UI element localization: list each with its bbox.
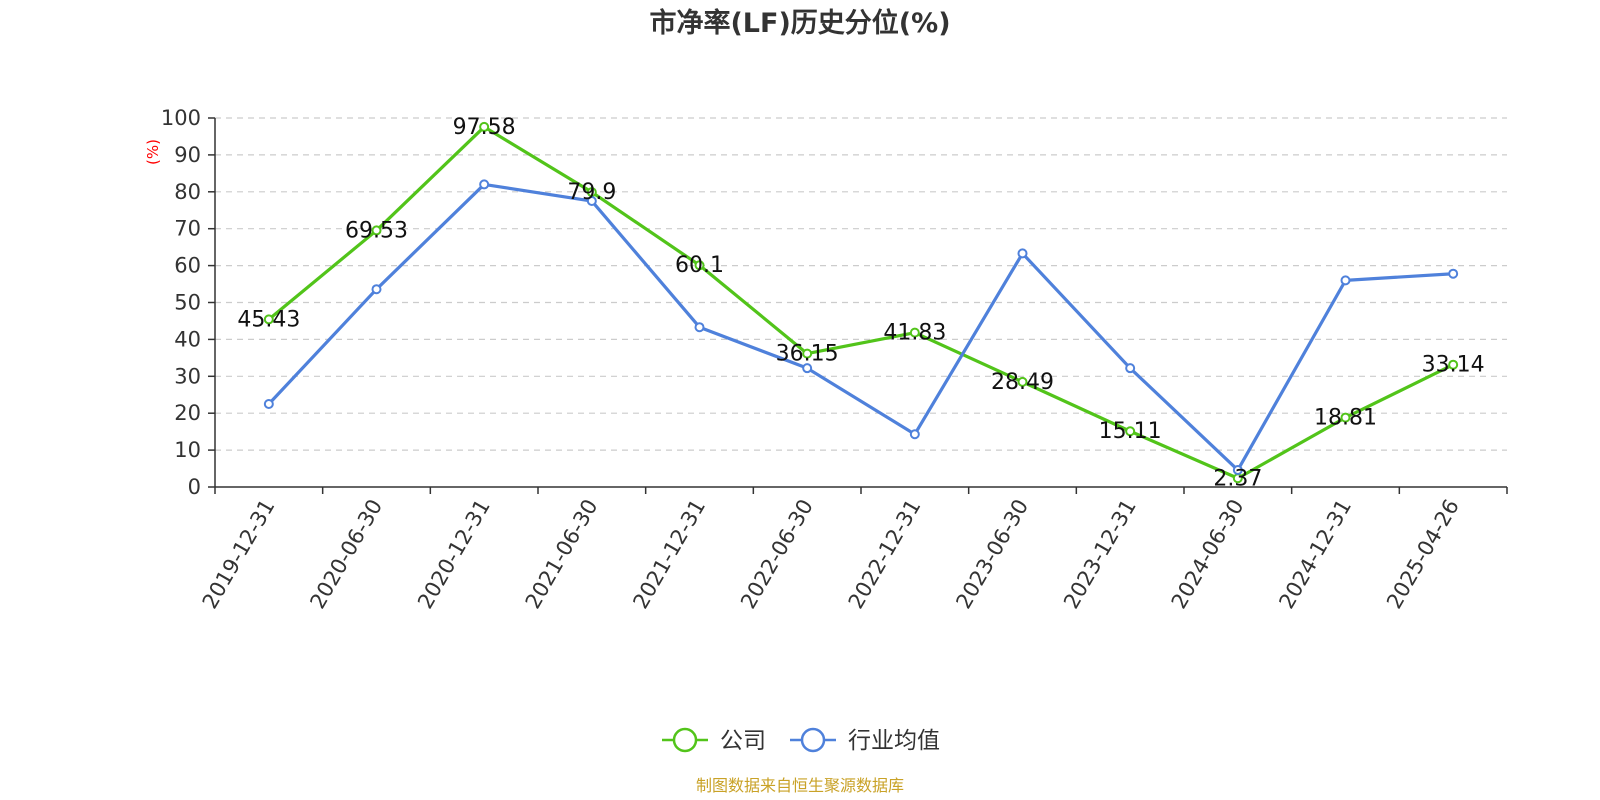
x-tick-label: 2021-06-30	[521, 495, 603, 613]
data-point[interactable]	[1125, 426, 1136, 437]
series-layer	[263, 121, 1459, 484]
data-label: 79.9	[567, 180, 616, 205]
y-tick-label: 0	[188, 475, 201, 499]
data-point[interactable]	[479, 179, 490, 190]
y-axis-ticks: 0 10 20 30 40 50 60 70 80 90 100	[161, 106, 215, 499]
y-tick-label: 80	[174, 180, 201, 204]
data-point[interactable]	[1340, 412, 1351, 423]
x-tick-label: 2019-12-31	[198, 495, 280, 613]
data-point[interactable]	[1232, 465, 1243, 476]
legend-label: 行业均值	[848, 728, 940, 754]
legend-marker	[800, 727, 826, 753]
data-label: 33.14	[1422, 353, 1485, 378]
x-axis-ticks: 2019-12-31 2020-06-30 2020-12-31 2021-06-30…	[198, 487, 1508, 613]
y-tick-label: 60	[174, 254, 201, 278]
data-label: 69.53	[345, 218, 408, 243]
x-tick-label: 2024-12-31	[1274, 495, 1356, 613]
data-label: 15.11	[1099, 419, 1162, 444]
data-point[interactable]	[1017, 376, 1028, 387]
data-point[interactable]	[1448, 268, 1459, 279]
x-tick-label: 2020-12-31	[413, 495, 495, 613]
legend-marker	[672, 727, 698, 753]
data-point[interactable]	[1448, 359, 1459, 370]
data-point[interactable]	[371, 284, 382, 295]
data-point[interactable]	[694, 260, 705, 271]
axes	[214, 118, 1507, 488]
y-axis-label: (%)	[144, 139, 162, 165]
x-tick-label: 2023-12-31	[1059, 495, 1141, 613]
data-point[interactable]	[909, 429, 920, 440]
series-line-1	[267, 182, 1454, 472]
data-point[interactable]	[802, 348, 813, 359]
data-label: 36.15	[776, 342, 839, 367]
data-label: 28.49	[991, 370, 1054, 395]
x-tick-label: 2021-12-31	[628, 495, 710, 613]
data-label: 97.58	[453, 115, 516, 140]
y-tick-label: 90	[174, 143, 201, 167]
series-line-0	[267, 125, 1454, 480]
y-tick-label: 20	[174, 401, 201, 425]
source-note: 制图数据来自恒生聚源数据库	[696, 776, 904, 795]
y-tick-label: 70	[174, 217, 201, 241]
data-point[interactable]	[1017, 248, 1028, 259]
y-tick-label: 40	[174, 327, 201, 351]
data-point[interactable]	[694, 322, 705, 333]
data-label: 18.81	[1314, 406, 1377, 431]
x-tick-label: 2020-06-30	[305, 495, 387, 613]
data-point[interactable]	[263, 314, 274, 325]
data-label: 2.37	[1213, 466, 1262, 491]
y-tick-label: 10	[174, 438, 201, 462]
data-label: 45.43	[237, 307, 300, 332]
y-tick-label: 50	[174, 291, 201, 315]
x-tick-label: 2022-12-31	[844, 495, 926, 613]
data-point[interactable]	[1340, 275, 1351, 286]
x-tick-label: 2024-06-30	[1167, 495, 1249, 613]
x-tick-label: 2025-04-26	[1382, 495, 1464, 613]
chart-title: 市净率(LF)历史分位(%)	[649, 7, 950, 39]
data-label: 41.83	[883, 321, 946, 346]
y-tick-label: 30	[174, 364, 201, 388]
data-label: 60.1	[675, 253, 724, 278]
data-point[interactable]	[802, 363, 813, 374]
data-point[interactable]	[1125, 363, 1136, 374]
data-point[interactable]	[586, 196, 597, 207]
x-tick-label: 2023-06-30	[951, 495, 1033, 613]
data-point[interactable]	[479, 121, 490, 132]
legend-item-1[interactable]: 行业均值	[790, 727, 940, 754]
legend-label: 公司	[720, 728, 766, 754]
legend-item-0[interactable]: 公司	[662, 727, 766, 754]
data-labels: 45.43 69.53 97.58 79.9 60.1 36.15 41.83 28.49 15…	[237, 115, 1484, 491]
y-tick-label: 100	[161, 106, 201, 130]
data-point[interactable]	[371, 225, 382, 236]
data-point[interactable]	[909, 327, 920, 338]
legend[interactable]: 公司 行业均值	[662, 727, 940, 754]
data-point[interactable]	[263, 398, 274, 409]
x-tick-label: 2022-06-30	[736, 495, 818, 613]
